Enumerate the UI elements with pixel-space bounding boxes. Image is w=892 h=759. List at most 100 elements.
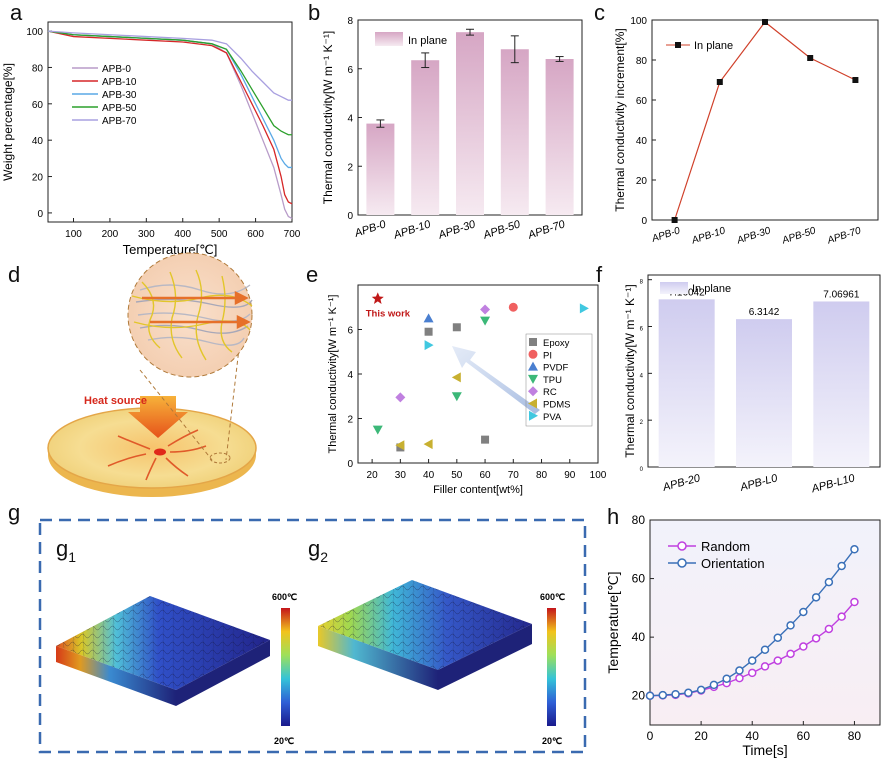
x-tick-label: 400 <box>174 229 191 240</box>
g1-scale-bottom: 20℃ <box>274 736 294 746</box>
g2-simulation: 600℃ 20℃ <box>318 580 565 746</box>
y-tick-label: 6 <box>640 327 644 333</box>
g1-label: g1 <box>56 536 76 565</box>
series-line-APB-10 <box>47 30 293 205</box>
x-tick-label: 200 <box>102 229 119 240</box>
value-label-APB-L0: 6.3142 <box>749 307 780 318</box>
chart-e-scatter: 0 2 4 6 20 30 40 50 60 70 80 90 100 Filler content[wt… <box>327 284 607 496</box>
legend-label-APB-50: APB-50 <box>102 103 137 114</box>
point-Epoxy <box>481 435 490 444</box>
x-tick-label: 90 <box>564 470 576 481</box>
g2-scale-bottom: 20℃ <box>542 736 562 746</box>
x-tick-label: 60 <box>797 729 811 743</box>
y-tick-label: 80 <box>632 513 646 527</box>
data-point-Random <box>837 612 846 621</box>
legend-label-PVDF: PVDF <box>543 363 569 374</box>
x-category-label: APB-70 <box>825 225 863 247</box>
panel-g-frame <box>38 518 587 754</box>
legend-label: In plane <box>692 283 731 295</box>
y-tick-label: 2 <box>347 415 353 426</box>
y-tick-label: 4 <box>347 370 353 381</box>
y-tick-label: 60 <box>636 96 648 107</box>
y-tick-label: 20 <box>636 176 648 187</box>
y-tick-label: 0 <box>347 211 353 222</box>
y-tick-label: 8 <box>640 280 644 286</box>
g1-front-face <box>56 646 176 706</box>
point-TPU <box>451 392 462 402</box>
point-PDMS <box>451 372 461 383</box>
point-PVA <box>579 303 589 314</box>
data-point-Orientation <box>645 691 655 700</box>
legend-marker-RC <box>528 386 538 397</box>
data-point-Orientation <box>837 561 846 571</box>
data-point-Random <box>824 624 834 634</box>
point-TPU <box>372 425 383 435</box>
y-tick-label: 0 <box>640 467 644 473</box>
legend-marker-PVA <box>529 410 538 421</box>
y-axis-label: Thermal conductivity[W m⁻¹ K⁻¹] <box>321 31 335 204</box>
heat-illustration: Heat source <box>47 252 257 497</box>
legend-label-Epoxy: Epoxy <box>543 338 570 349</box>
bar-APB-70 <box>545 59 574 215</box>
x-tick-label: 300 <box>138 229 155 240</box>
panel-letter-d: d <box>8 262 21 287</box>
legend-swatch <box>660 282 688 294</box>
y-tick-label: 40 <box>636 136 648 147</box>
series-line-APB-50 <box>47 30 292 136</box>
y-tick-label: 4 <box>640 373 644 379</box>
y-tick-label: 6 <box>347 326 353 337</box>
x-category-label: APB-L0 <box>738 472 780 494</box>
point-PI <box>508 302 518 312</box>
legend-marker-PVDF <box>528 361 538 371</box>
y-tick-label: 80 <box>32 63 44 74</box>
plot-frame <box>47 21 293 223</box>
y-tick-label: 60 <box>632 572 646 586</box>
point-PDMS <box>395 440 405 451</box>
x-tick-label: 600 <box>247 229 264 240</box>
bar-APB-20 <box>658 299 715 467</box>
y-tick-label: 100 <box>630 16 647 27</box>
x-tick-label: 80 <box>536 470 548 481</box>
y-tick-label: 20 <box>632 689 646 703</box>
data-point-APB-10 <box>716 79 723 85</box>
x-category-label: APB-50 <box>780 225 818 247</box>
g1-simulation: 600℃ 20℃ <box>56 592 297 746</box>
x-category-label: APB-0 <box>650 225 682 245</box>
panel-letter-g: g <box>8 500 21 525</box>
panel-letter-h: h <box>607 504 620 529</box>
g2-right-face <box>438 624 532 690</box>
data-point-Orientation <box>696 685 706 695</box>
chart-h-temperature: 20 40 60 80 0 20 40 60 80 Time[s] Temperature[℃] Ra… <box>605 513 881 758</box>
y-tick-label: 20 <box>32 173 44 184</box>
x-tick-label: 30 <box>395 470 407 481</box>
data-point-APB-70 <box>852 77 859 83</box>
legend-label-RC: RC <box>543 387 557 398</box>
zoom-line-left <box>139 369 213 461</box>
chart-b-bars: 0 2 4 6 8 Thermal conductivity[W m⁻¹ K⁻¹] APB-… <box>321 16 583 242</box>
x-category-label: APB-70 <box>526 218 568 242</box>
legend-marker-Epoxy <box>529 338 537 346</box>
legend-marker-Orientation <box>677 558 687 568</box>
heat-arrow-down <box>128 396 188 438</box>
x-category-label: APB-0 <box>352 218 388 240</box>
x-axis-label: Filler content[wt%] <box>433 484 523 496</box>
legend-label-APB-30: APB-30 <box>102 90 137 101</box>
point-PVA <box>424 340 434 351</box>
this-work-star <box>371 292 384 304</box>
point-Epoxy <box>452 323 461 332</box>
point-Epoxy <box>424 327 433 336</box>
x-tick-label: 40 <box>423 470 435 481</box>
this-work-label: This work <box>366 308 411 319</box>
data-point-APB-0 <box>671 217 678 223</box>
data-point-Random <box>747 668 757 678</box>
g2-color-scale <box>547 608 556 726</box>
y-tick-label: 40 <box>632 630 646 644</box>
point-RC <box>395 392 406 403</box>
g1-mesh <box>56 596 270 690</box>
x-tick-label: 60 <box>479 470 491 481</box>
g2-label: g2 <box>308 536 328 565</box>
data-point-Random <box>773 656 783 665</box>
